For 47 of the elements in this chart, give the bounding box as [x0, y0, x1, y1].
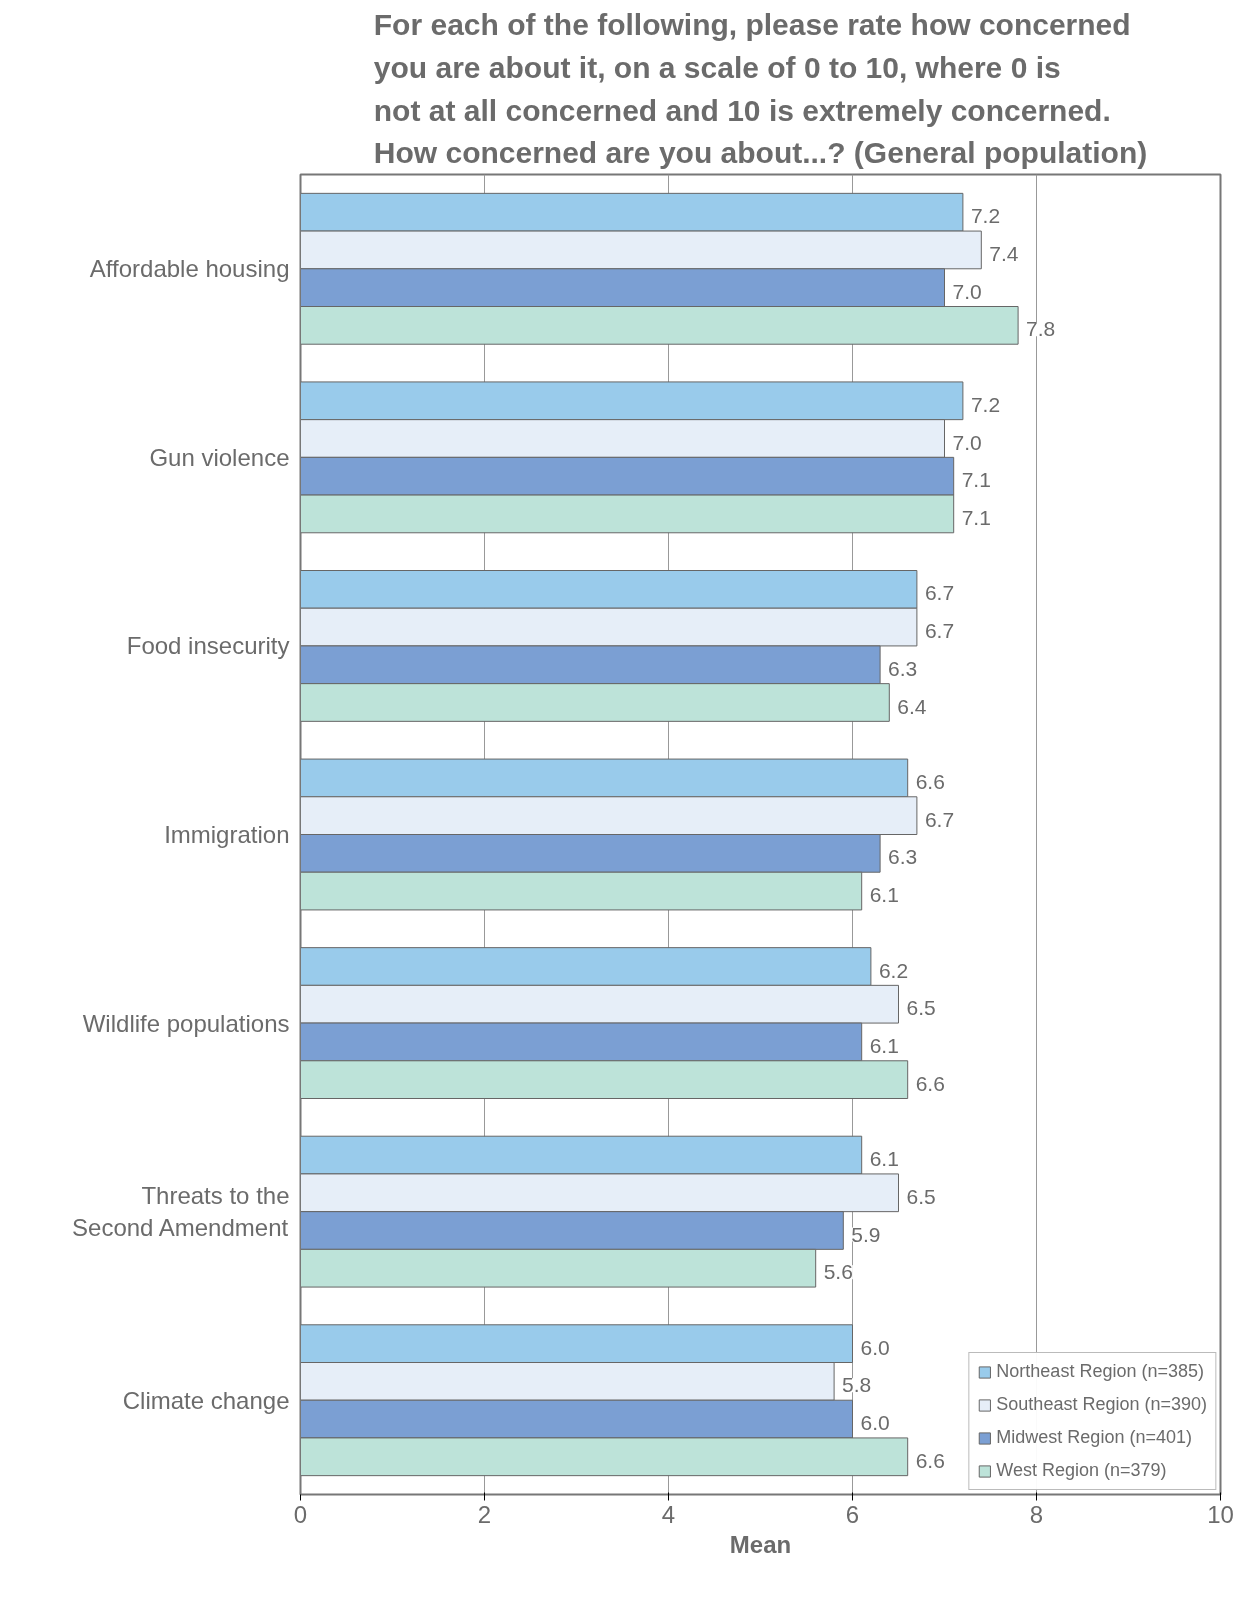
data-label: 6.7	[924, 807, 955, 831]
data-label: 6.0	[860, 1411, 890, 1435]
data-label: 5.9	[851, 1222, 881, 1246]
data-label: 6.7	[924, 581, 955, 605]
data-label: 6.6	[915, 769, 945, 793]
data-label: 6.7	[924, 619, 955, 643]
y-tick-label: Climate change	[122, 1386, 290, 1414]
legend-label: Southeast Region (n=390)	[996, 1394, 1207, 1415]
y-tick-label: Gun violence	[149, 443, 290, 471]
legend-label: Northeast Region (n=385)	[996, 1361, 1204, 1382]
data-label: 6.0	[860, 1335, 890, 1359]
data-label: 7.1	[961, 468, 991, 492]
data-label: 6.4	[897, 694, 927, 718]
data-label: 6.5	[906, 1184, 936, 1208]
y-tick-label: Food insecurity	[126, 632, 290, 660]
data-label: 7.0	[952, 430, 982, 454]
x-axis-title: Mean	[729, 1530, 792, 1558]
y-tick-label: Wildlife populations	[82, 1009, 290, 1037]
data-label: 7.4	[989, 241, 1019, 265]
data-label: 7.8	[1026, 317, 1056, 341]
y-tick-label: Threats to the Second Amendment	[72, 1181, 290, 1242]
data-label: 5.6	[823, 1260, 853, 1284]
data-label: 6.5	[906, 996, 936, 1020]
y-tick-label: Affordable housing	[89, 255, 290, 283]
data-label: 6.6	[915, 1071, 945, 1095]
chart-title: For each of the following, please rate how concerned you are about it, on a scale of 0 to 10, where 0 is not at all concerned and 10 is extremely concerned. How concerned are you about...? (General population)	[373, 7, 1148, 170]
data-label: 7.0	[952, 279, 982, 303]
data-label: 5.8	[842, 1373, 872, 1397]
data-label: 6.3	[888, 656, 918, 680]
x-tick-label: 6	[845, 1500, 860, 1528]
x-tick-label: 8	[1029, 1500, 1044, 1528]
x-tick-label: 0	[293, 1500, 308, 1528]
data-label: 7.2	[970, 204, 1001, 228]
data-label: 6.1	[869, 883, 899, 907]
data-label: 6.6	[915, 1448, 945, 1472]
x-tick-label: 4	[661, 1500, 676, 1528]
data-label: 6.3	[888, 845, 918, 869]
data-label: 6.1	[869, 1147, 899, 1171]
y-tick-label: Immigration	[164, 821, 290, 848]
legend-label: West Region (n=379)	[996, 1460, 1167, 1481]
data-label: 6.1	[869, 1033, 899, 1057]
data-label: 6.2	[878, 958, 909, 982]
data-label: 7.2	[970, 392, 1001, 416]
x-tick-label: 2	[477, 1500, 492, 1528]
x-tick-label: 10	[1207, 1500, 1234, 1528]
data-label: 7.1	[961, 505, 991, 529]
legend-label: Midwest Region (n=401)	[996, 1427, 1192, 1448]
